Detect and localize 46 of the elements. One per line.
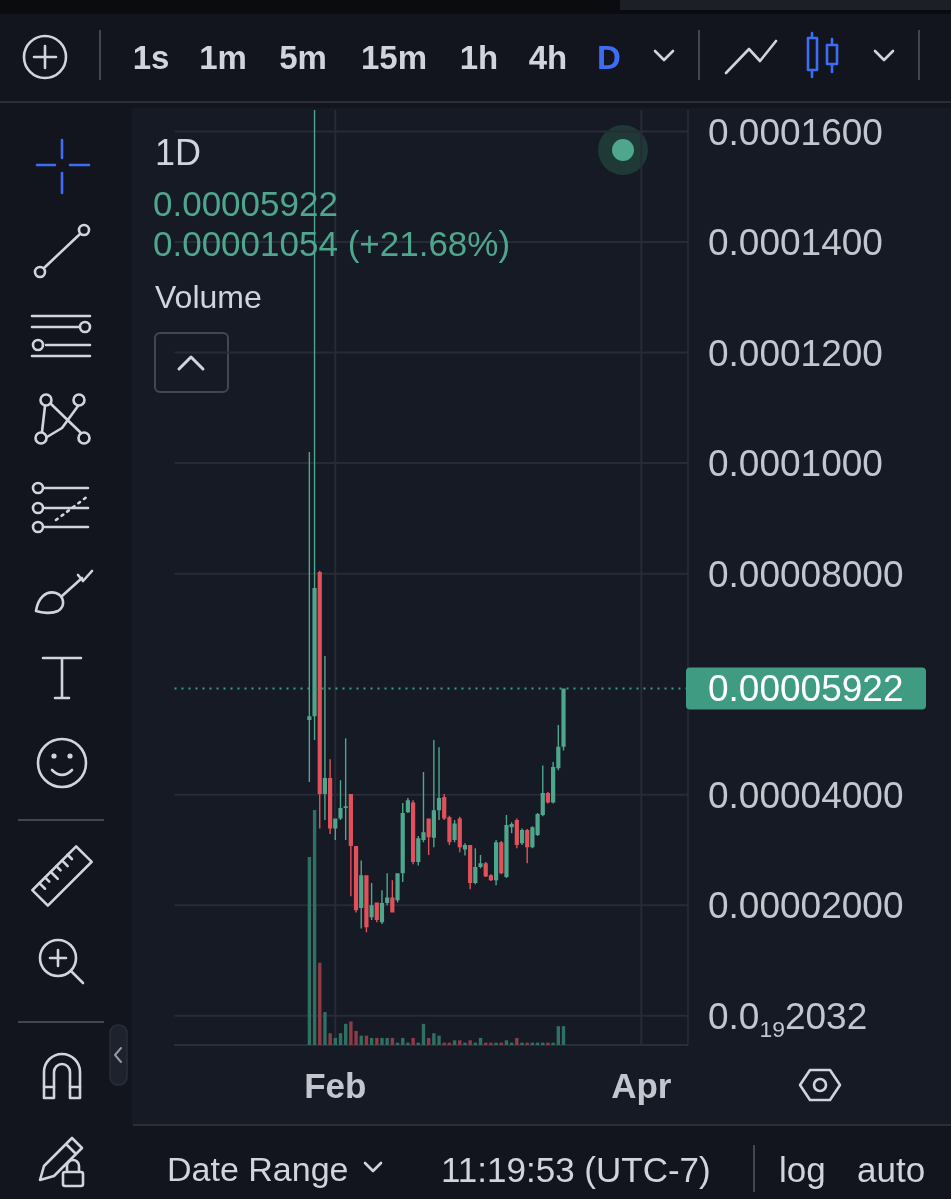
bar — [328, 1033, 332, 1045]
bar — [458, 1040, 462, 1045]
candlestick — [436, 747, 442, 821]
text: 5m — [279, 38, 327, 76]
candlestick — [385, 873, 390, 906]
candlestick — [561, 688, 566, 751]
x-tick-label: Apr — [611, 1065, 672, 1105]
bar — [515, 1037, 519, 1045]
ref-line-label: 0.00005922 — [708, 667, 904, 709]
bar — [323, 1012, 327, 1045]
bar — [489, 1042, 493, 1045]
bar — [463, 1042, 467, 1045]
y-tick-label: 0.0$_{19}$2032 — [708, 995, 868, 1042]
x-tick-label: Feb — [304, 1065, 367, 1105]
text: 1D — [155, 131, 202, 173]
y-tick-label: 0.0001600 — [708, 111, 883, 153]
text: D — [597, 38, 621, 76]
text: 11:19:53 (UTC-7) — [441, 1149, 711, 1189]
text: log — [779, 1149, 826, 1189]
text: 1s — [132, 38, 170, 76]
bar — [551, 1042, 555, 1045]
y-tick-label: 0.00008000 — [708, 553, 904, 595]
annotation: Volume — [155, 279, 262, 315]
text: 15m — [360, 38, 428, 76]
text: 1m — [199, 38, 247, 76]
candlestick — [322, 655, 328, 821]
bar — [452, 1040, 457, 1045]
bar — [504, 1040, 509, 1045]
bar — [406, 1042, 410, 1045]
text: 1h — [459, 38, 499, 76]
bar — [546, 1042, 550, 1045]
y-tick-label: 0.0001400 — [708, 221, 883, 263]
bar — [375, 1037, 379, 1045]
text: 4h — [528, 38, 568, 76]
y-tick-label: 0.0001200 — [708, 332, 883, 374]
candlestick — [431, 739, 436, 848]
y-tick-label: 0.0001000 — [708, 442, 883, 484]
y-tick-label: 0.00004000 — [708, 774, 904, 816]
text: auto — [857, 1149, 926, 1189]
bar — [338, 1033, 343, 1045]
bar — [411, 1037, 415, 1045]
bar — [520, 1042, 524, 1045]
y-tick-label: 0.00002000 — [708, 884, 904, 926]
bar — [494, 1042, 498, 1045]
bar — [468, 1040, 472, 1045]
text: Date Range — [167, 1150, 349, 1188]
